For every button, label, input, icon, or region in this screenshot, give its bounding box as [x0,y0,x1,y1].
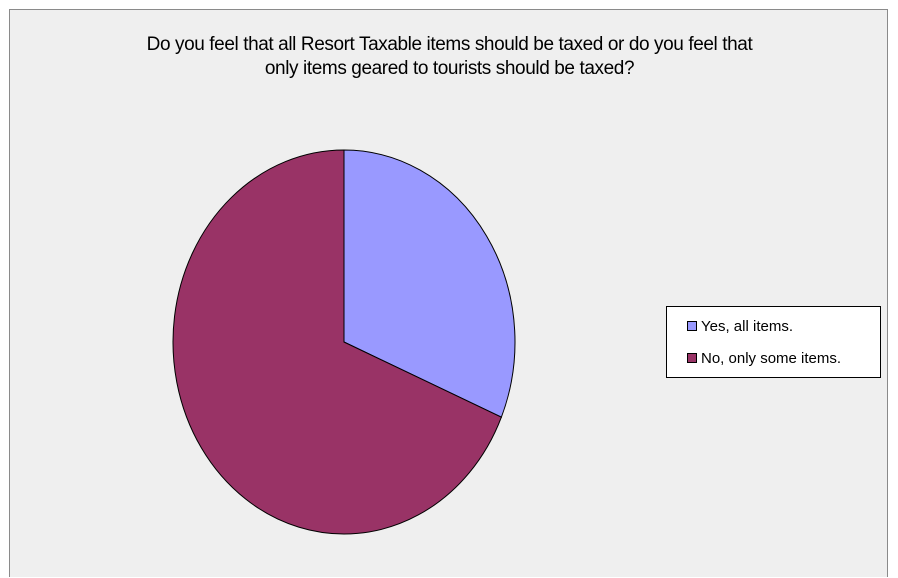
legend-label-no: No, only some items. [701,349,842,367]
pie-slice-yes [343,149,516,418]
pie-slice-no [172,149,502,535]
pie-chart [172,149,516,535]
legend-item-yes: Yes, all items. [687,317,880,335]
legend-swatch-no [687,353,697,363]
chart-title-line-2: only items geared to tourists should be … [264,58,635,79]
chart-title: Do you feel that all Resort Taxable item… [10,33,889,81]
chart-area: Do you feel that all Resort Taxable item… [9,9,888,577]
legend-item-no: No, only some items. [687,349,880,367]
chart-title-line-1: Do you feel that all Resort Taxable item… [146,34,753,55]
legend-swatch-yes [687,321,697,331]
legend-label-yes: Yes, all items. [701,317,793,335]
legend: Yes, all items. No, only some items. [666,306,881,378]
